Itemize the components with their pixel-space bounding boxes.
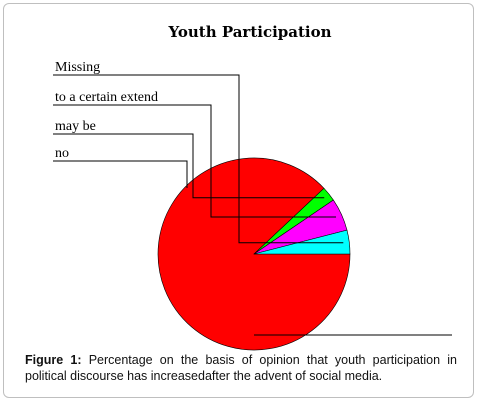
figure-label: Figure 1:	[25, 353, 82, 367]
figure-caption: Figure 1: Percentage on the basis of opi…	[25, 352, 457, 384]
legend-label-to-a-certain-extend: to a certain extend	[55, 90, 158, 105]
leader-line-no	[53, 160, 188, 188]
legend-label-no: no	[55, 146, 69, 161]
pie-slice-no	[157, 157, 351, 351]
leader-line-Missing	[53, 74, 344, 244]
chart-title: Youth Participation	[167, 23, 331, 41]
leader-line-to-a-certain-extend	[53, 104, 337, 218]
caption-text: Percentage on the basis of opinion that …	[25, 353, 457, 383]
pie-slice-Missing	[253, 229, 351, 255]
leader-line-may-be	[53, 133, 325, 199]
legend-label-Missing: Missing	[55, 60, 100, 75]
legend-label-may-be: may be	[55, 119, 96, 134]
